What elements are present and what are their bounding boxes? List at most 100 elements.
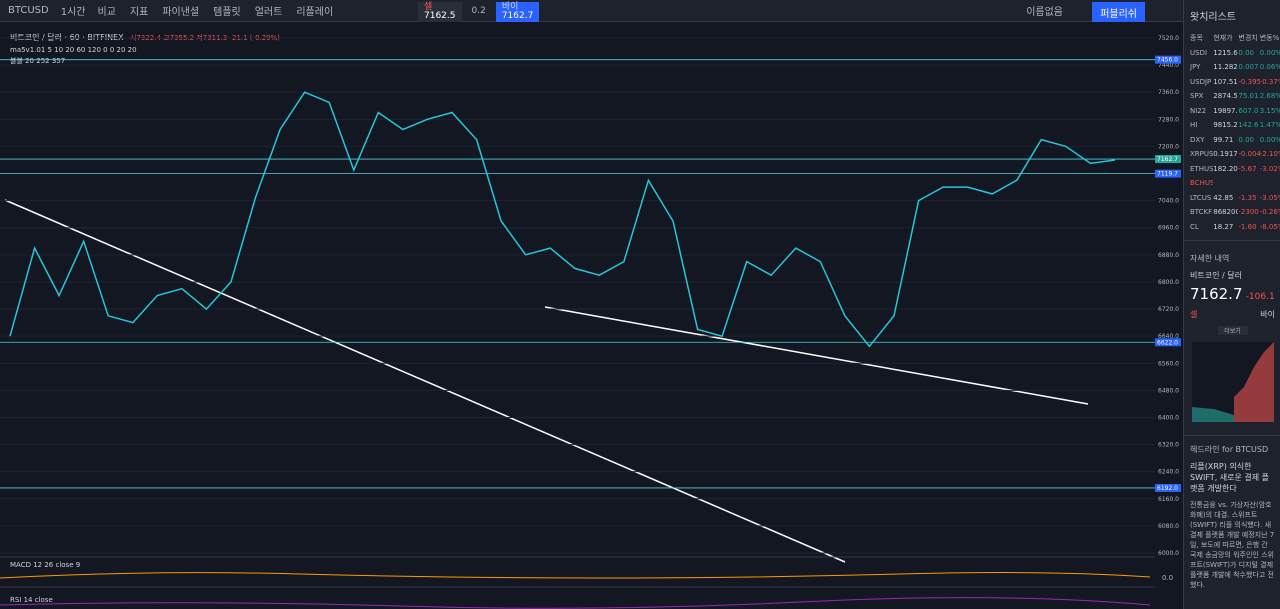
watchlist-row[interactable]: SPX 2874.5 75.01 2.68% (1184, 89, 1280, 104)
headlines-title: 헤드라인 for BTCUSD (1184, 435, 1280, 459)
price-axis-bg (1155, 22, 1183, 557)
watchlist-cell: 0.007 (1238, 63, 1259, 72)
level-label: 6192.0 (1157, 485, 1178, 492)
watchlist-cell: 868200 (1213, 208, 1239, 217)
watchlist-row[interactable]: NI22 19897. 607.0 3.15% (1184, 104, 1280, 119)
more-button[interactable]: 더보기 (1217, 326, 1248, 335)
watchlist-cell: -8.05% (1259, 222, 1280, 231)
watchlist-cell: 42.85 (1213, 193, 1234, 202)
y-tick-label: 6960.0 (1158, 225, 1179, 232)
watchlist-cell: 0.00 (1238, 48, 1254, 57)
interval[interactable]: 1시간 (60, 7, 86, 18)
watchlist-cell: 99.71 (1213, 135, 1234, 144)
header-cell: 현재가 (1213, 34, 1233, 43)
y-tick-label: 6000.0 (1158, 550, 1179, 557)
watchlist-cell: 18.27 (1213, 222, 1234, 231)
watchlist-row[interactable]: HI 9815.2 142.6 1.47% (1184, 118, 1280, 133)
header-cell: 종목 (1190, 34, 1203, 43)
watchlist-cell: 19897. (1213, 106, 1238, 115)
watchlist-cell: 0.1917 (1213, 150, 1238, 159)
watchlist-cell: -3.02% (1259, 164, 1280, 173)
level-tag (1155, 483, 1181, 492)
watchlist-row[interactable]: DXY 99.71 0.00 0.00% (1184, 133, 1280, 148)
symbol[interactable]: BTCUSD (8, 5, 49, 16)
y-tick-label: 7040.0 (1158, 198, 1179, 205)
level-label: 7162.7 (1157, 156, 1178, 163)
macd-zero: 0.0 (1162, 574, 1173, 582)
sell-price: 7162.5 (424, 11, 456, 21)
y-tick-label: 6560.0 (1158, 360, 1179, 367)
toolbar-item[interactable]: 템플릿 (213, 7, 241, 18)
publish-button[interactable]: 퍼블리쉬 (1092, 2, 1145, 23)
y-tick-label: 6240.0 (1158, 469, 1179, 476)
watchlist-cell: USDJP (1190, 77, 1212, 86)
watchlist-row[interactable]: CL 18.27 -1.60-8.05% (1184, 220, 1280, 235)
watchlist-cell: 3.15% (1259, 106, 1280, 115)
chart: 비트코인 / 달러 · 60 · BITFINEX 시7322.4 고7355.… (0, 22, 1183, 609)
depth-chart (1192, 342, 1274, 422)
macd-line (0, 572, 1151, 579)
watchlist-cell: DXY (1190, 135, 1205, 144)
y-tick-label: 7520.0 (1158, 35, 1179, 42)
toolbar: BTCUSD 1시간 비교 지표 파이낸셜 템플릿 얼러트 리플레이 이름없음 퍼블리쉬 (0, 0, 1183, 23)
y-tick-label: 7440.0 (1158, 62, 1179, 69)
watchlist-cell: 0.00 (1238, 135, 1254, 144)
toolbar-item[interactable]: 리플레이 (296, 7, 334, 18)
toolbar-item[interactable]: 지표 (129, 7, 149, 18)
buy-box[interactable]: 바이 7162.7 (495, 2, 540, 22)
level-label: 7119.7 (1157, 171, 1178, 178)
toolbar-item[interactable]: 비교 (97, 7, 116, 18)
details-sell[interactable]: 셀 (1190, 310, 1198, 319)
watchlist-cell: 2874.5 (1213, 92, 1238, 101)
watchlist-cell: SPX (1190, 92, 1204, 101)
y-tick-label: 7280.0 (1158, 116, 1179, 123)
watchlist-title: 왓치리스트 (1190, 12, 1236, 23)
buy-label: 바이 (501, 2, 519, 12)
watchlist-cell: BTCKF (1190, 208, 1213, 217)
watchlist-cell: 2.68% (1259, 92, 1280, 101)
y-tick-label: 6400.0 (1158, 414, 1179, 421)
y-tick-label: 7360.0 (1158, 89, 1179, 96)
watchlist-cell: 142.6 (1238, 121, 1259, 130)
watchlist-cell: HI (1190, 121, 1198, 130)
watchlist-cell: CL (1190, 222, 1199, 231)
trend-line (4, 199, 846, 563)
watchlist-cell: -1.60 (1238, 222, 1257, 231)
level-tag (1155, 55, 1181, 64)
watchlist-cell: 182.20 (1213, 164, 1238, 173)
watchlist-cell: LTCUS (1190, 193, 1212, 202)
y-tick-label: 6880.0 (1158, 252, 1179, 259)
sell-box[interactable]: 셀 7162.5 (418, 2, 462, 22)
watchlist: 종목 현재가 변경치 변동% USDI 1215.6 0.00 0.00% JPY 11.282 0… (1184, 31, 1280, 234)
watchlist-cell: -5.67 (1238, 164, 1257, 173)
watchlist-cell: 0.06% (1259, 63, 1280, 72)
header-cell: 변경치 (1238, 34, 1258, 43)
details-price: 7162.7 (1190, 285, 1243, 303)
toolbar-item[interactable]: 파이낸셜 (162, 7, 200, 18)
level-tag (1155, 169, 1181, 178)
watchlist-cell: NI22 (1190, 106, 1207, 115)
price-line (9, 91, 1116, 348)
layout-name[interactable]: 이름없음 (1026, 7, 1063, 18)
macd-label: MACD 12 26 close 9 (10, 561, 80, 569)
depth-bid (1192, 407, 1234, 422)
y-tick-label: 6720.0 (1158, 306, 1179, 313)
watchlist-cell: -0.26% (1259, 208, 1280, 217)
legend-title: 비트코인 / 달러 · 60 · BITFINEX (10, 32, 124, 42)
y-tick-label: 6640.0 (1158, 333, 1179, 340)
watchlist-row[interactable]: USDI 1215.6 0.00 0.00% (1184, 46, 1280, 61)
details-buy[interactable]: 바이 (1260, 310, 1275, 319)
rsi-line (0, 597, 1151, 609)
y-tick-label: 6800.0 (1158, 279, 1179, 286)
watchlist-row[interactable]: BCHUS (1184, 176, 1280, 191)
watchlist-row[interactable]: JPY 11.282 0.007 0.06% (1184, 60, 1280, 75)
toolbar-item[interactable]: 얼러트 (254, 7, 283, 18)
y-tick-label: 6480.0 (1158, 387, 1179, 394)
headline[interactable]: 리플(XRP) 의식한 SWIFT, 새로운 결제 플랫폼 개발한다 (1190, 462, 1270, 493)
details-change: -106.1 (1245, 292, 1275, 302)
